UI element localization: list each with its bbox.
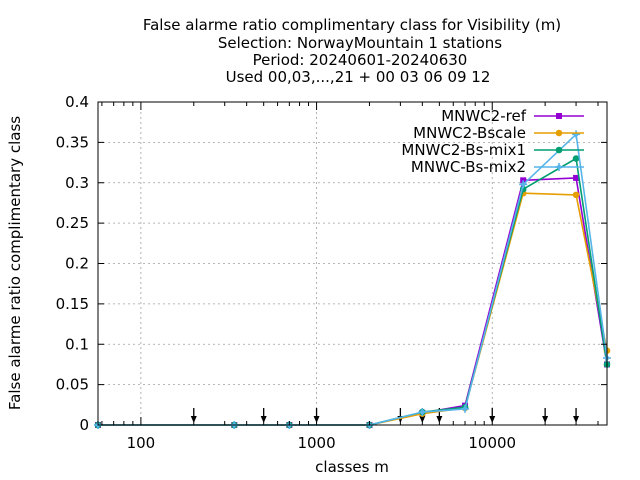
legend-label: MNWC2-Bs-mix1 bbox=[401, 141, 526, 159]
marker-cross-dot bbox=[556, 164, 562, 170]
legend-entry: MNWC2-ref bbox=[441, 107, 584, 125]
x-tick-label: 1000 bbox=[297, 434, 335, 452]
series-line bbox=[98, 177, 608, 426]
y-tick-label: 0.35 bbox=[56, 133, 89, 151]
y-tick-label: 0.05 bbox=[56, 376, 89, 394]
data-point bbox=[573, 174, 580, 181]
legend-label: MNWC2-Bscale bbox=[413, 124, 526, 142]
x-tick-label: 100 bbox=[127, 434, 156, 452]
data-point bbox=[572, 191, 580, 199]
y-axis-label: False alarme ratio complimentary class bbox=[6, 116, 24, 410]
data-point bbox=[418, 408, 427, 417]
legend-entry: MNWC-Bs-mix2 bbox=[411, 158, 584, 176]
y-tick-label: 0 bbox=[79, 416, 89, 434]
legend-label: MNWC-Bs-mix2 bbox=[411, 158, 526, 176]
data-point bbox=[520, 177, 527, 184]
legend-label: MNWC2-ref bbox=[441, 107, 526, 125]
x-axis-label: classes m bbox=[315, 458, 389, 476]
title-line-4: Used 00,03,...,21 + 00 03 06 09 12 bbox=[226, 68, 491, 86]
data-series bbox=[94, 130, 611, 429]
series-mnwc-bs-mix2 bbox=[94, 130, 611, 429]
class-arrow-head bbox=[419, 416, 426, 423]
class-arrow-head bbox=[260, 416, 267, 423]
y-tick-label: 0.2 bbox=[65, 255, 89, 273]
y-tick-label: 0.3 bbox=[65, 174, 89, 192]
class-arrow-head bbox=[436, 416, 443, 423]
grid-lines bbox=[98, 102, 607, 425]
series-mnwc2-bs-mix1 bbox=[94, 155, 611, 429]
legend-entry: MNWC2-Bscale bbox=[413, 124, 584, 142]
chart-title: False alarme ratio complimentary class f… bbox=[143, 16, 561, 86]
title-line-3: Period: 20240601-20240630 bbox=[253, 51, 468, 69]
series-line bbox=[98, 192, 608, 426]
legend-entry: MNWC2-Bs-mix1 bbox=[401, 141, 584, 159]
y-tick-label: 0.25 bbox=[56, 214, 89, 232]
y-tick-label: 0.4 bbox=[65, 93, 89, 111]
data-point bbox=[461, 404, 470, 413]
marker-cross-dot bbox=[520, 182, 526, 187]
data-point bbox=[572, 155, 580, 162]
x-tick-label: 10000 bbox=[468, 434, 516, 452]
legend-swatch-marker bbox=[555, 129, 563, 137]
class-arrow-head bbox=[573, 416, 580, 423]
marker-cross-dot bbox=[462, 406, 468, 412]
series-mnwc2-ref bbox=[95, 174, 610, 428]
legend-swatch-marker bbox=[555, 163, 563, 171]
class-arrow-head bbox=[542, 416, 549, 423]
y-tick-label: 0.15 bbox=[56, 295, 89, 313]
data-point bbox=[519, 180, 528, 189]
y-tick-label: 0.1 bbox=[65, 335, 89, 353]
series-mnwc2-bscale bbox=[94, 189, 611, 429]
series-line bbox=[98, 133, 608, 426]
axis-ticks: 0 0.05 0.1 0.15 0.2 0.25 0.3 0.35 0.4 100 1000 1000… bbox=[56, 93, 607, 452]
title-line-2: Selection: NorwayMountain 1 stations bbox=[218, 34, 502, 52]
title-line-1: False alarme ratio complimentary class f… bbox=[143, 16, 561, 34]
legend: MNWC2-refMNWC2-BscaleMNWC2-Bs-mix1MNWC-B… bbox=[401, 107, 584, 176]
class-arrow-head bbox=[190, 416, 197, 423]
legend-swatch-marker bbox=[555, 146, 563, 154]
legend-swatch-marker bbox=[556, 113, 562, 119]
marker-cross-dot bbox=[420, 409, 425, 415]
